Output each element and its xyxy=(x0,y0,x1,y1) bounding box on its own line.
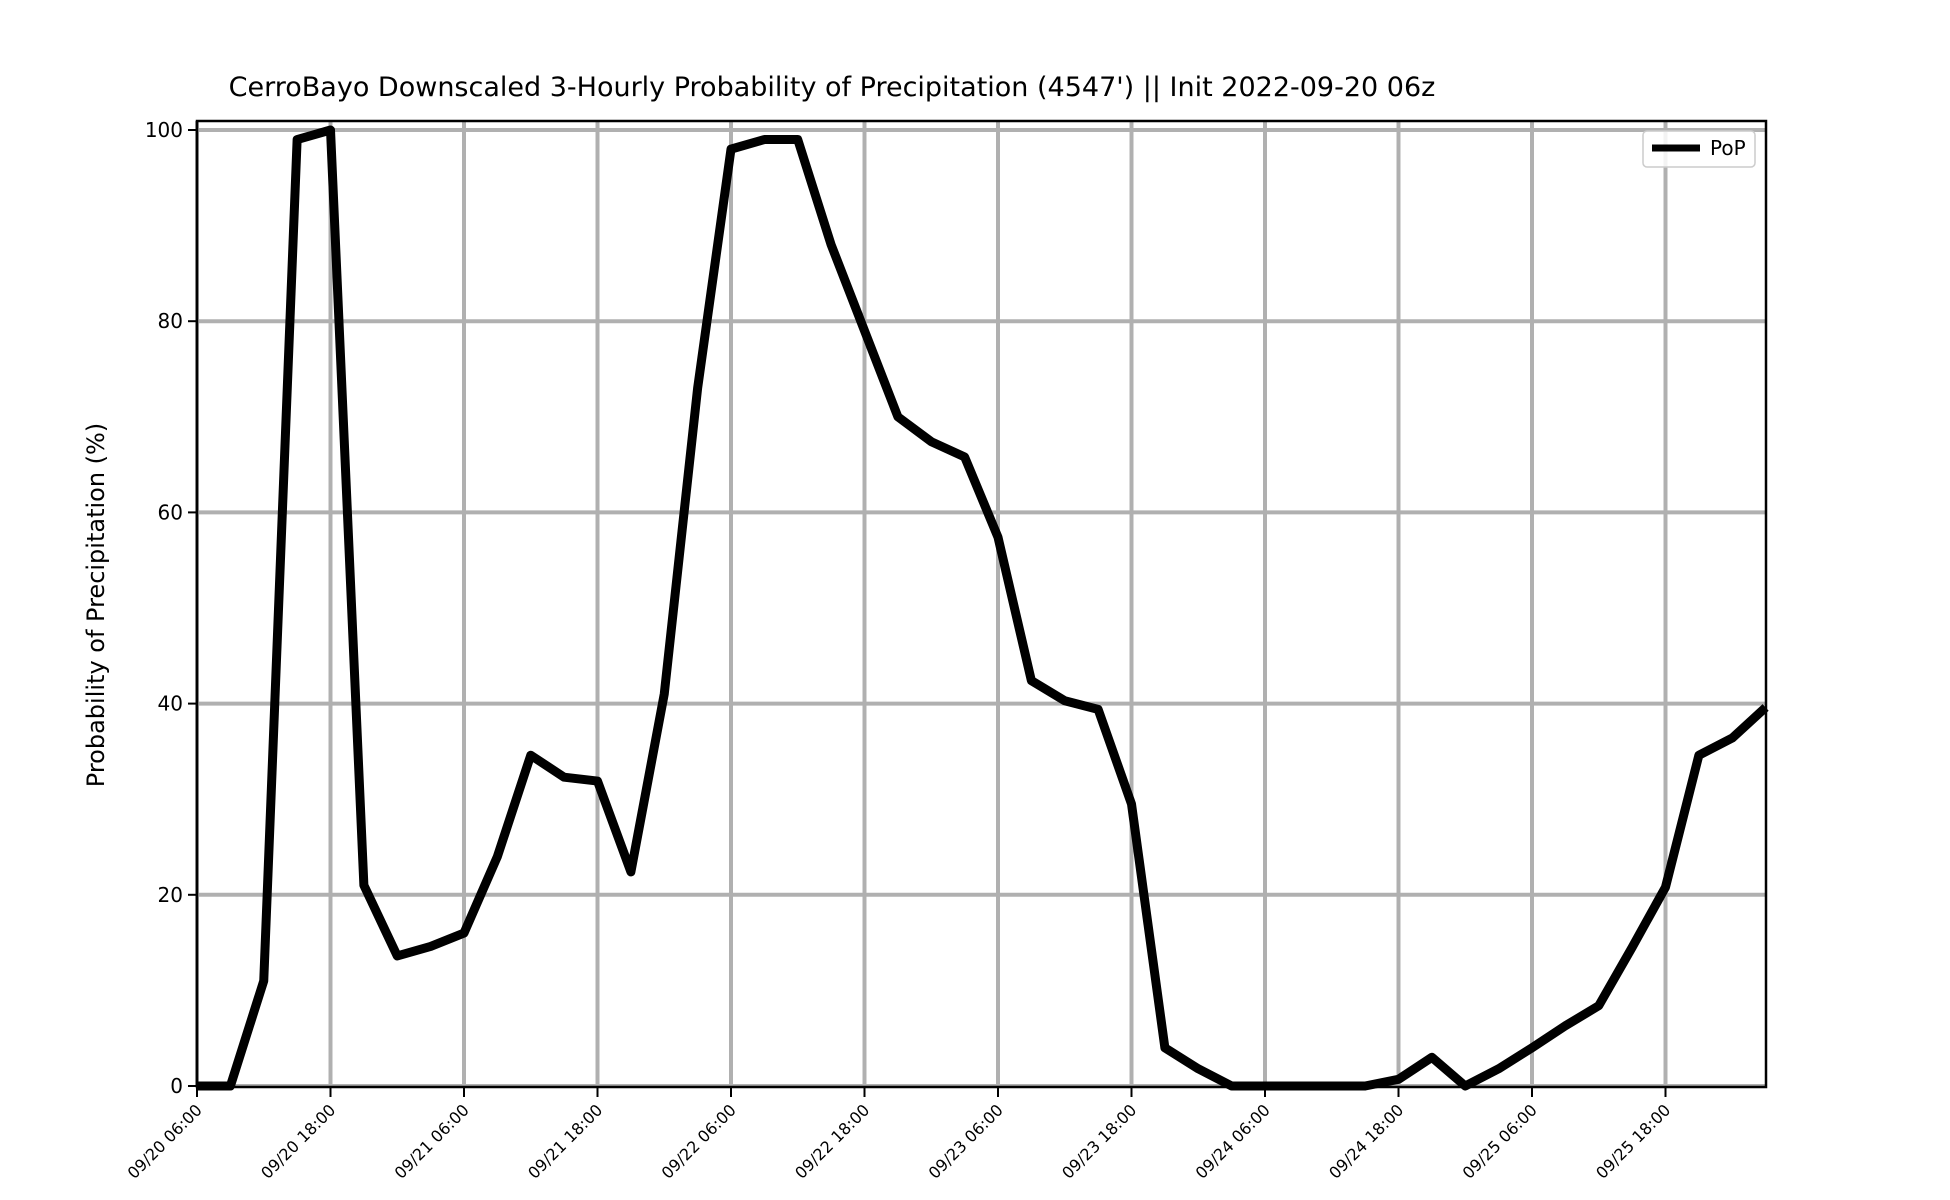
plot-frame xyxy=(195,119,1768,1089)
y-tick-label: 80 xyxy=(158,309,183,333)
grid xyxy=(195,121,1766,1088)
x-tick-label: 09/24 06:00 xyxy=(1192,1100,1274,1182)
x-axis-ticks: 09/20 06:00 09/20 18:00 09/21 06:00 09/21 1… xyxy=(124,1087,1674,1183)
x-tick-label: 09/25 18:00 xyxy=(1592,1100,1674,1182)
y-tick-label: 60 xyxy=(158,500,183,524)
y-tick-label: 40 xyxy=(158,692,183,716)
chart-title: CerroBayo Downscaled 3-Hourly Probabilit… xyxy=(229,72,1436,103)
y-tick-label: 0 xyxy=(170,1074,183,1098)
x-tick-label: 09/20 18:00 xyxy=(257,1100,339,1182)
x-tick-label: 09/23 06:00 xyxy=(925,1100,1007,1182)
x-tick-label: 09/21 06:00 xyxy=(391,1100,473,1182)
x-tick-label: 09/24 18:00 xyxy=(1325,1100,1407,1182)
y-axis-ticks: 0 20 40 60 80 100 xyxy=(145,118,197,1098)
x-tick-label: 09/23 18:00 xyxy=(1058,1100,1140,1182)
x-tick-label: 09/25 06:00 xyxy=(1459,1100,1541,1182)
legend: PoP xyxy=(1642,130,1756,168)
series-line-pop xyxy=(197,125,1769,1091)
x-tick-label: 09/21 18:00 xyxy=(524,1100,606,1182)
y-axis-label: Probability of Precipitation (%) xyxy=(82,423,110,787)
x-tick-label: 09/22 06:00 xyxy=(658,1100,740,1182)
legend-label-pop: PoP xyxy=(1710,136,1746,160)
y-tick-label: 20 xyxy=(158,883,183,907)
series-layer xyxy=(197,125,1769,1091)
y-tick-label: 100 xyxy=(145,118,183,142)
x-tick-label: 09/22 18:00 xyxy=(791,1100,873,1182)
x-tick-label: 09/20 06:00 xyxy=(124,1100,206,1182)
